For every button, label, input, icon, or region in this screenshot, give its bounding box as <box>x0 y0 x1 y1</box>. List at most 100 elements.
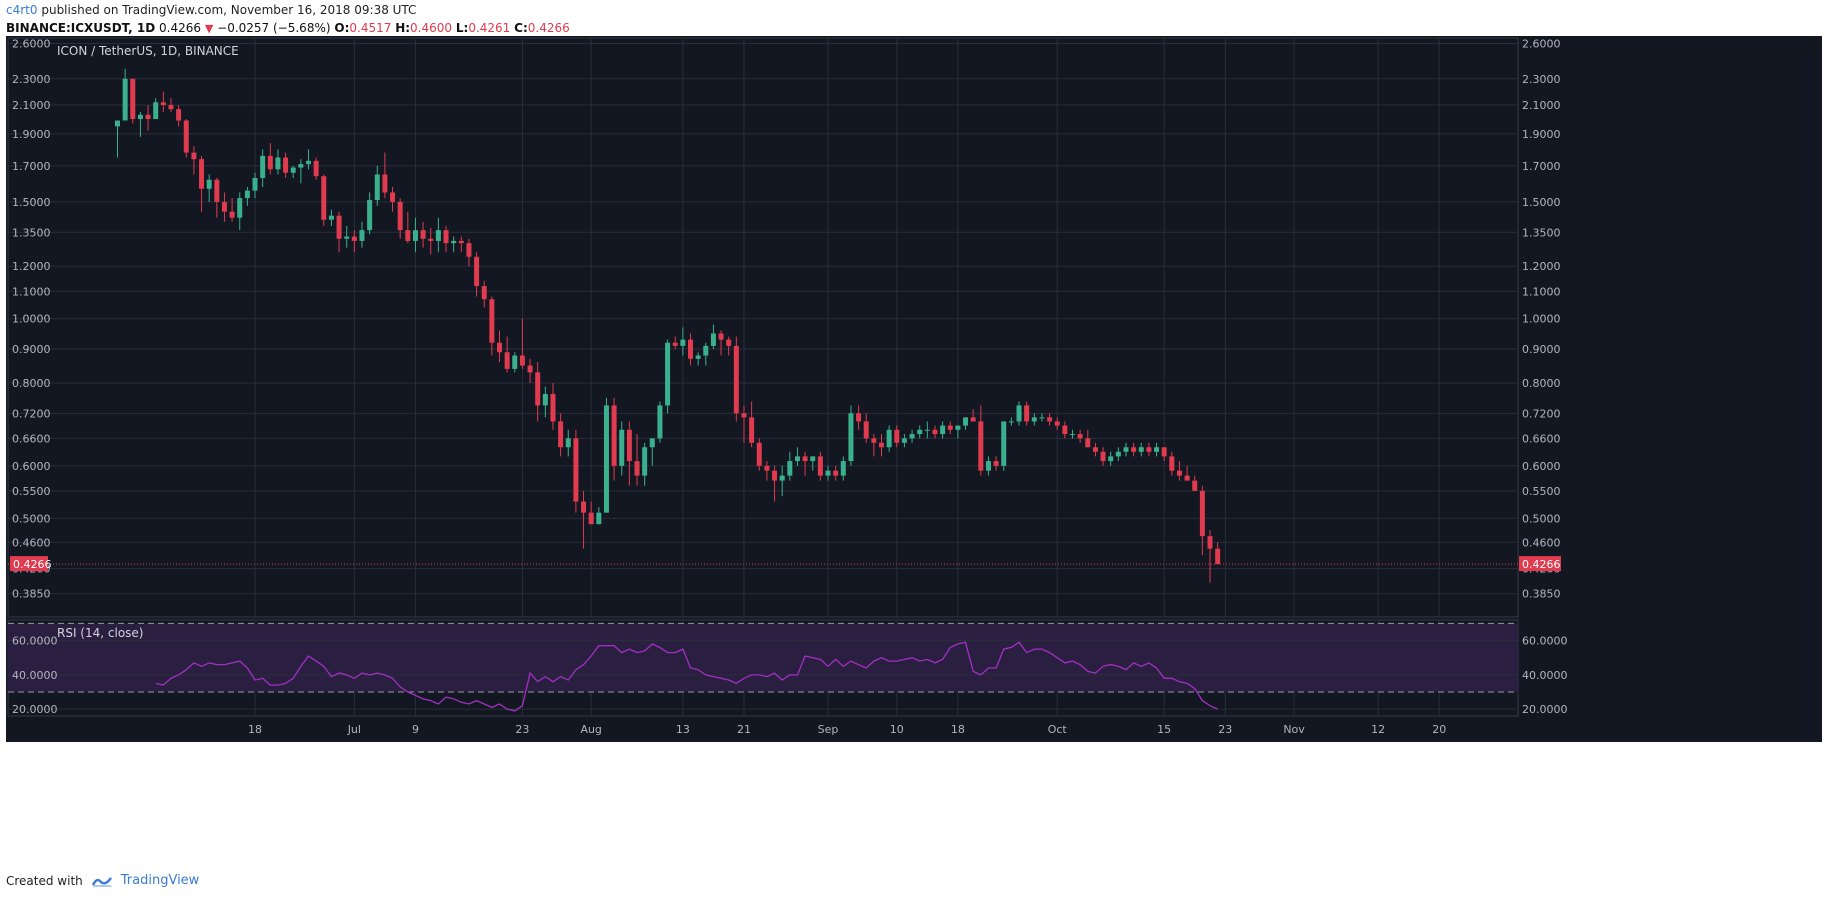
candle[interactable] <box>145 105 151 131</box>
candle[interactable] <box>1176 461 1182 481</box>
candle[interactable] <box>978 405 984 476</box>
candle[interactable] <box>794 447 800 466</box>
candle[interactable] <box>1070 429 1075 439</box>
author-link[interactable]: c4rt0 <box>6 3 38 17</box>
candle[interactable] <box>970 409 976 422</box>
candle[interactable] <box>344 225 350 248</box>
candle[interactable] <box>901 434 907 448</box>
candle[interactable] <box>1207 530 1213 583</box>
candle[interactable] <box>825 465 831 481</box>
candle[interactable] <box>917 425 923 439</box>
candle[interactable] <box>642 442 648 486</box>
candle[interactable] <box>1016 401 1022 426</box>
candle[interactable] <box>894 425 900 448</box>
candle[interactable] <box>359 221 365 248</box>
candle[interactable] <box>940 421 946 439</box>
candle[interactable] <box>626 421 632 486</box>
candle[interactable] <box>115 120 120 158</box>
candle[interactable] <box>443 225 449 253</box>
candle[interactable] <box>947 421 953 435</box>
candle[interactable] <box>1184 465 1190 481</box>
candle[interactable] <box>367 192 373 235</box>
candle[interactable] <box>718 330 724 356</box>
candle[interactable] <box>840 456 846 481</box>
candle[interactable] <box>619 421 625 476</box>
candle[interactable] <box>336 211 342 253</box>
candle[interactable] <box>924 421 930 439</box>
candle[interactable] <box>649 438 655 466</box>
candle[interactable] <box>749 401 755 448</box>
candle[interactable] <box>474 252 480 297</box>
candle[interactable] <box>596 507 602 525</box>
candle[interactable] <box>466 238 472 267</box>
candle[interactable] <box>573 429 579 513</box>
candle[interactable] <box>1039 413 1045 422</box>
candle[interactable] <box>1154 442 1160 457</box>
candle[interactable] <box>428 228 434 255</box>
candle[interactable] <box>542 386 548 418</box>
candle[interactable] <box>695 352 701 366</box>
candle[interactable] <box>1192 475 1198 491</box>
candle[interactable] <box>1062 421 1068 439</box>
candle[interactable] <box>1077 429 1083 443</box>
candle[interactable] <box>810 456 816 471</box>
candle[interactable] <box>237 192 243 231</box>
candle[interactable] <box>963 417 969 430</box>
candle[interactable] <box>856 405 862 430</box>
candle[interactable] <box>565 429 571 457</box>
candle[interactable] <box>176 105 182 127</box>
candle[interactable] <box>321 174 327 226</box>
candle[interactable] <box>252 172 258 199</box>
candle[interactable] <box>1146 442 1152 457</box>
candle[interactable] <box>374 165 380 206</box>
candle[interactable] <box>351 230 357 253</box>
candle[interactable] <box>221 192 227 222</box>
candle[interactable] <box>489 296 495 356</box>
candle[interactable] <box>435 217 441 253</box>
candle[interactable] <box>137 111 143 137</box>
candle[interactable] <box>1008 417 1014 426</box>
candle[interactable] <box>886 425 892 452</box>
candle[interactable] <box>260 149 266 187</box>
candle[interactable] <box>1199 485 1205 556</box>
candle[interactable] <box>290 165 296 178</box>
candle[interactable] <box>802 451 808 476</box>
candle[interactable] <box>405 211 411 244</box>
candle[interactable] <box>772 465 778 502</box>
candle[interactable] <box>313 157 319 180</box>
candle[interactable] <box>1131 442 1137 457</box>
candle[interactable] <box>382 152 388 199</box>
candle[interactable] <box>306 149 311 170</box>
candle[interactable] <box>328 209 334 226</box>
candle[interactable] <box>1115 447 1121 462</box>
candle[interactable] <box>298 159 304 184</box>
candle[interactable] <box>199 155 205 212</box>
candle[interactable] <box>512 352 518 373</box>
candle[interactable] <box>741 405 747 443</box>
candle[interactable] <box>764 461 770 481</box>
candle[interactable] <box>1108 451 1114 466</box>
candle[interactable] <box>267 143 273 175</box>
candle[interactable] <box>680 327 686 356</box>
candle[interactable] <box>1085 429 1091 448</box>
candle[interactable] <box>1024 401 1030 426</box>
candle[interactable] <box>955 425 961 439</box>
candle[interactable] <box>863 413 869 443</box>
candle[interactable] <box>122 68 128 121</box>
candle[interactable] <box>504 336 510 373</box>
candle[interactable] <box>535 362 541 422</box>
candle[interactable] <box>634 434 640 486</box>
candle[interactable] <box>229 198 235 222</box>
candle[interactable] <box>779 465 785 497</box>
candle[interactable] <box>283 152 289 178</box>
candle[interactable] <box>420 221 426 248</box>
candle[interactable] <box>183 119 189 158</box>
candle[interactable] <box>1123 442 1129 457</box>
candle[interactable] <box>206 174 212 202</box>
candle[interactable] <box>558 413 564 457</box>
candle[interactable] <box>1001 421 1007 471</box>
candle[interactable] <box>703 342 709 366</box>
candle[interactable] <box>817 451 823 481</box>
candle[interactable] <box>214 177 220 218</box>
